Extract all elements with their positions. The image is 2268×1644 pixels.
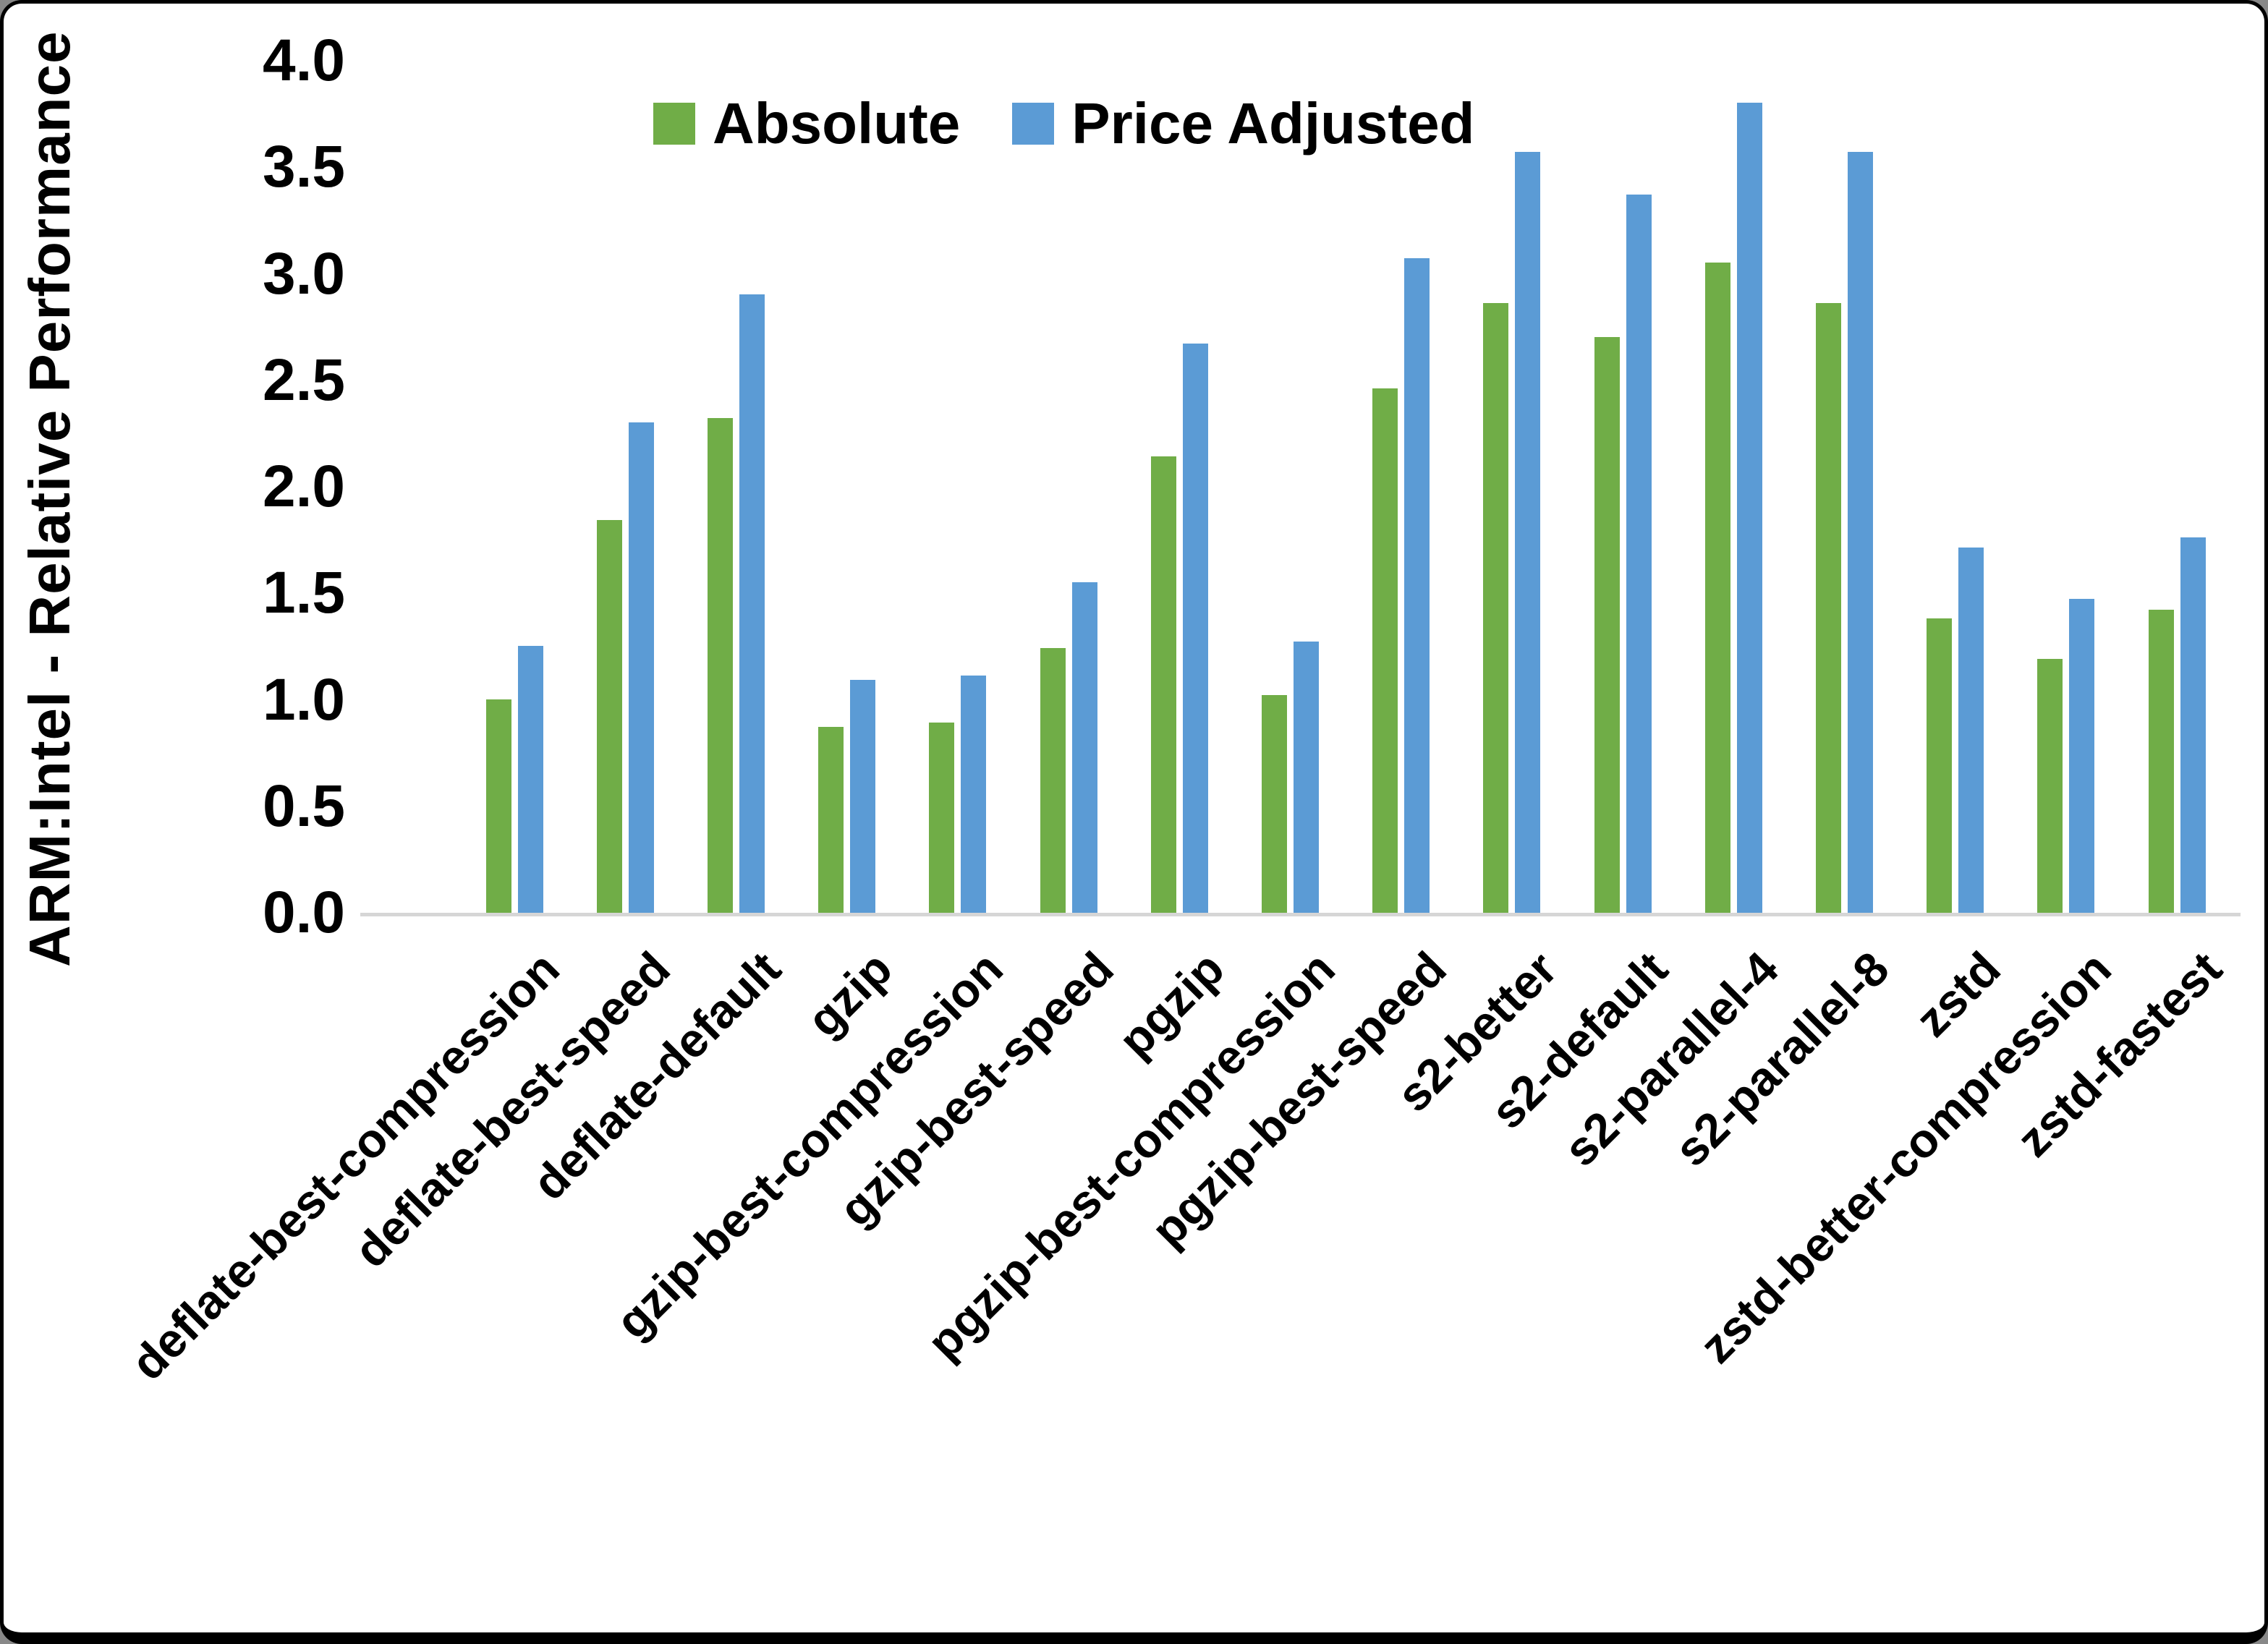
bar-price-adjusted-deflate-default	[739, 294, 765, 914]
bar-absolute-zstd	[1927, 618, 1952, 914]
y-axis-title: ARM:Intel - Relative Performance	[17, 30, 82, 968]
bar-absolute-zstd-fastest	[2149, 610, 2174, 914]
bar-absolute-pgzip-best-compression	[1262, 695, 1287, 914]
bar-price-adjusted-zstd	[1958, 548, 1984, 914]
legend-item-absolute: Absolute	[653, 95, 960, 153]
bar-price-adjusted-pgzip-best-compression	[1294, 642, 1319, 914]
bar-price-adjusted-zstd-fastest	[2180, 537, 2206, 914]
y-tick-label: 3.0	[263, 240, 345, 307]
y-tick-label: 0.5	[263, 772, 345, 839]
bar-price-adjusted-zstd-better-compression	[2069, 599, 2094, 914]
bar-absolute-deflate-best-speed	[597, 520, 622, 914]
bar-price-adjusted-deflate-best-speed	[629, 422, 654, 914]
bar-price-adjusted-pgzip-best-speed	[1404, 258, 1430, 914]
legend: Absolute Price Adjusted	[653, 95, 1474, 153]
bar-price-adjusted-deflate-best-compression	[518, 646, 543, 914]
bar-absolute-gzip	[818, 727, 844, 914]
y-tick-label: 4.0	[263, 27, 345, 93]
bar-price-adjusted-gzip-best-speed	[1072, 582, 1097, 914]
bar-absolute-zstd-better-compression	[2037, 659, 2063, 914]
legend-item-price-adjusted: Price Adjusted	[1012, 95, 1474, 153]
bar-absolute-gzip-best-speed	[1040, 648, 1066, 914]
bar-absolute-pgzip	[1151, 456, 1176, 914]
bar-absolute-deflate-default	[708, 418, 733, 914]
y-tick-label: 2.0	[263, 453, 345, 519]
y-tick-label: 2.5	[263, 346, 345, 413]
bar-absolute-gzip-best-compression	[929, 723, 954, 914]
y-tick-label: 3.5	[263, 134, 345, 200]
bar-absolute-deflate-best-compression	[486, 699, 511, 914]
bar-price-adjusted-s2-parallel-8	[1848, 152, 1873, 914]
legend-swatch-absolute	[653, 103, 695, 145]
bar-price-adjusted-s2-parallel-4	[1737, 103, 1762, 914]
bar-price-adjusted-s2-default	[1626, 195, 1652, 914]
bar-price-adjusted-gzip	[850, 680, 875, 914]
bar-absolute-s2-parallel-4	[1705, 263, 1730, 914]
legend-swatch-price-adjusted	[1012, 103, 1055, 145]
bar-price-adjusted-pgzip	[1183, 344, 1208, 914]
bar-absolute-s2-parallel-8	[1816, 303, 1841, 914]
legend-label-absolute: Absolute	[713, 91, 961, 156]
bar-absolute-s2-better	[1483, 303, 1508, 914]
x-axis-line	[360, 913, 2241, 916]
y-tick-label: 1.5	[263, 560, 345, 626]
y-tick-label: 1.0	[263, 666, 345, 733]
bar-price-adjusted-gzip-best-compression	[961, 676, 986, 914]
legend-label-price-adjusted: Price Adjusted	[1071, 91, 1475, 156]
bar-absolute-pgzip-best-speed	[1372, 388, 1398, 914]
bar-price-adjusted-s2-better	[1515, 152, 1540, 914]
bar-absolute-s2-default	[1594, 337, 1620, 914]
y-tick-label: 0.0	[263, 880, 345, 945]
